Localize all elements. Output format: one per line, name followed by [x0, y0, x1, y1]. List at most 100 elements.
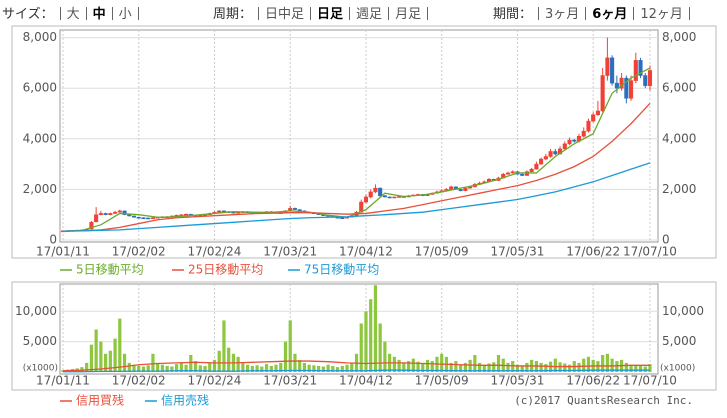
- toolbar-label: 周期：: [213, 7, 253, 22]
- toolbar-option[interactable]: 中: [92, 7, 106, 22]
- bar: [89, 344, 94, 372]
- legend-label: 5日移動平均: [76, 263, 144, 277]
- y-tick-label: 5,000: [23, 334, 57, 348]
- candle-body: [463, 187, 468, 191]
- bar: [520, 365, 524, 372]
- candle-body: [600, 75, 605, 112]
- toolbar-group: 期間： 3ヶ月 6ヶ月 12ヶ月: [493, 3, 696, 22]
- separator: [538, 7, 540, 20]
- bar: [577, 362, 581, 372]
- x-tick-label: 17/04/12: [339, 374, 393, 388]
- bar: [335, 367, 340, 372]
- toolbar-option[interactable]: 大: [66, 7, 80, 22]
- bar: [298, 359, 302, 372]
- toolbar-option[interactable]: 12ヶ月: [640, 7, 683, 22]
- bar: [175, 364, 179, 372]
- bar: [440, 353, 444, 372]
- candle-body: [548, 151, 553, 157]
- toolbar-label: サイズ：: [2, 7, 54, 22]
- toolbar-option[interactable]: 日足: [317, 7, 344, 22]
- separator: [427, 7, 429, 20]
- x-tick-label: 17/02/02: [112, 245, 166, 259]
- y-tick-label: 6,000: [23, 81, 57, 95]
- bar: [506, 362, 510, 372]
- x-tick-label: 17/03/21: [263, 374, 317, 388]
- bar: [99, 341, 103, 372]
- bar: [307, 364, 311, 372]
- bar: [373, 285, 378, 372]
- plot-area: [59, 283, 659, 375]
- bar: [421, 362, 425, 372]
- bar: [222, 320, 226, 372]
- candle-body: [595, 110, 600, 116]
- bar: [482, 364, 486, 372]
- bar: [184, 364, 188, 372]
- candle-body: [150, 217, 155, 219]
- bar: [104, 353, 108, 372]
- separator: [137, 7, 139, 20]
- candle-body: [141, 217, 146, 219]
- bar: [539, 362, 543, 372]
- separator: [310, 7, 312, 20]
- bar: [118, 318, 122, 372]
- bar: [94, 329, 98, 372]
- candle-body: [103, 213, 108, 215]
- bar: [141, 366, 146, 372]
- candle-body: [297, 209, 302, 212]
- candle-body: [619, 77, 624, 89]
- bar: [85, 362, 89, 372]
- bar: [340, 365, 344, 372]
- y-tick-label: 0: [49, 233, 57, 247]
- x-tick-label: 17/01/11: [36, 374, 90, 388]
- candle-body: [113, 211, 118, 214]
- bar: [293, 353, 297, 372]
- bar: [269, 365, 273, 372]
- x-tick-label: 17/05/09: [415, 245, 469, 259]
- toolbar-option[interactable]: 日中足: [265, 7, 305, 22]
- candle-body: [373, 187, 378, 193]
- bar: [544, 364, 548, 372]
- bar: [132, 364, 136, 372]
- candle-body: [458, 189, 463, 191]
- candle-body: [534, 163, 539, 170]
- separator: [111, 7, 113, 20]
- candle-body: [449, 186, 454, 190]
- bar: [317, 365, 321, 372]
- candle-body: [633, 60, 638, 81]
- bar: [227, 347, 231, 372]
- bar: [250, 365, 254, 372]
- bar: [246, 364, 250, 372]
- bar: [179, 362, 183, 372]
- candle-body: [94, 214, 99, 223]
- x-tick-label: 17/06/22: [566, 245, 620, 259]
- bar: [553, 358, 557, 372]
- candle-body: [581, 130, 586, 137]
- x-tick-label: 17/07/10: [623, 245, 677, 259]
- bar: [492, 362, 496, 372]
- bar: [511, 361, 515, 372]
- candle-body: [543, 156, 548, 160]
- toolbar-option[interactable]: 6ヶ月: [592, 7, 628, 22]
- toolbar: サイズ： 大中小 周期： 日中足 日足 週足 月足 期間： 3ヶ月 6ヶ月 12ヶ月: [0, 0, 727, 24]
- toolbar-group: 周期： 日中足 日足 週足 月足: [213, 3, 434, 22]
- legend-label: 信用買残: [76, 394, 124, 408]
- toolbar-option[interactable]: 小: [118, 7, 132, 22]
- bar: [638, 365, 643, 372]
- candle-body: [638, 60, 643, 76]
- y2-tick-label: 8,000: [662, 30, 696, 44]
- y-tick-label: 4,000: [23, 131, 57, 145]
- toolbar-option[interactable]: 月足: [395, 7, 422, 22]
- bar: [283, 341, 288, 372]
- line: [62, 360, 650, 372]
- separator: [349, 7, 351, 20]
- toolbar-option[interactable]: 3ヶ月: [545, 7, 580, 22]
- candle-body: [510, 171, 515, 174]
- bar: [624, 362, 628, 372]
- toolbar-option[interactable]: 週足: [356, 7, 383, 22]
- bar: [264, 364, 269, 372]
- bar: [203, 365, 207, 372]
- candle-body: [553, 151, 558, 155]
- candle-body: [567, 139, 572, 145]
- candle-body: [605, 57, 610, 76]
